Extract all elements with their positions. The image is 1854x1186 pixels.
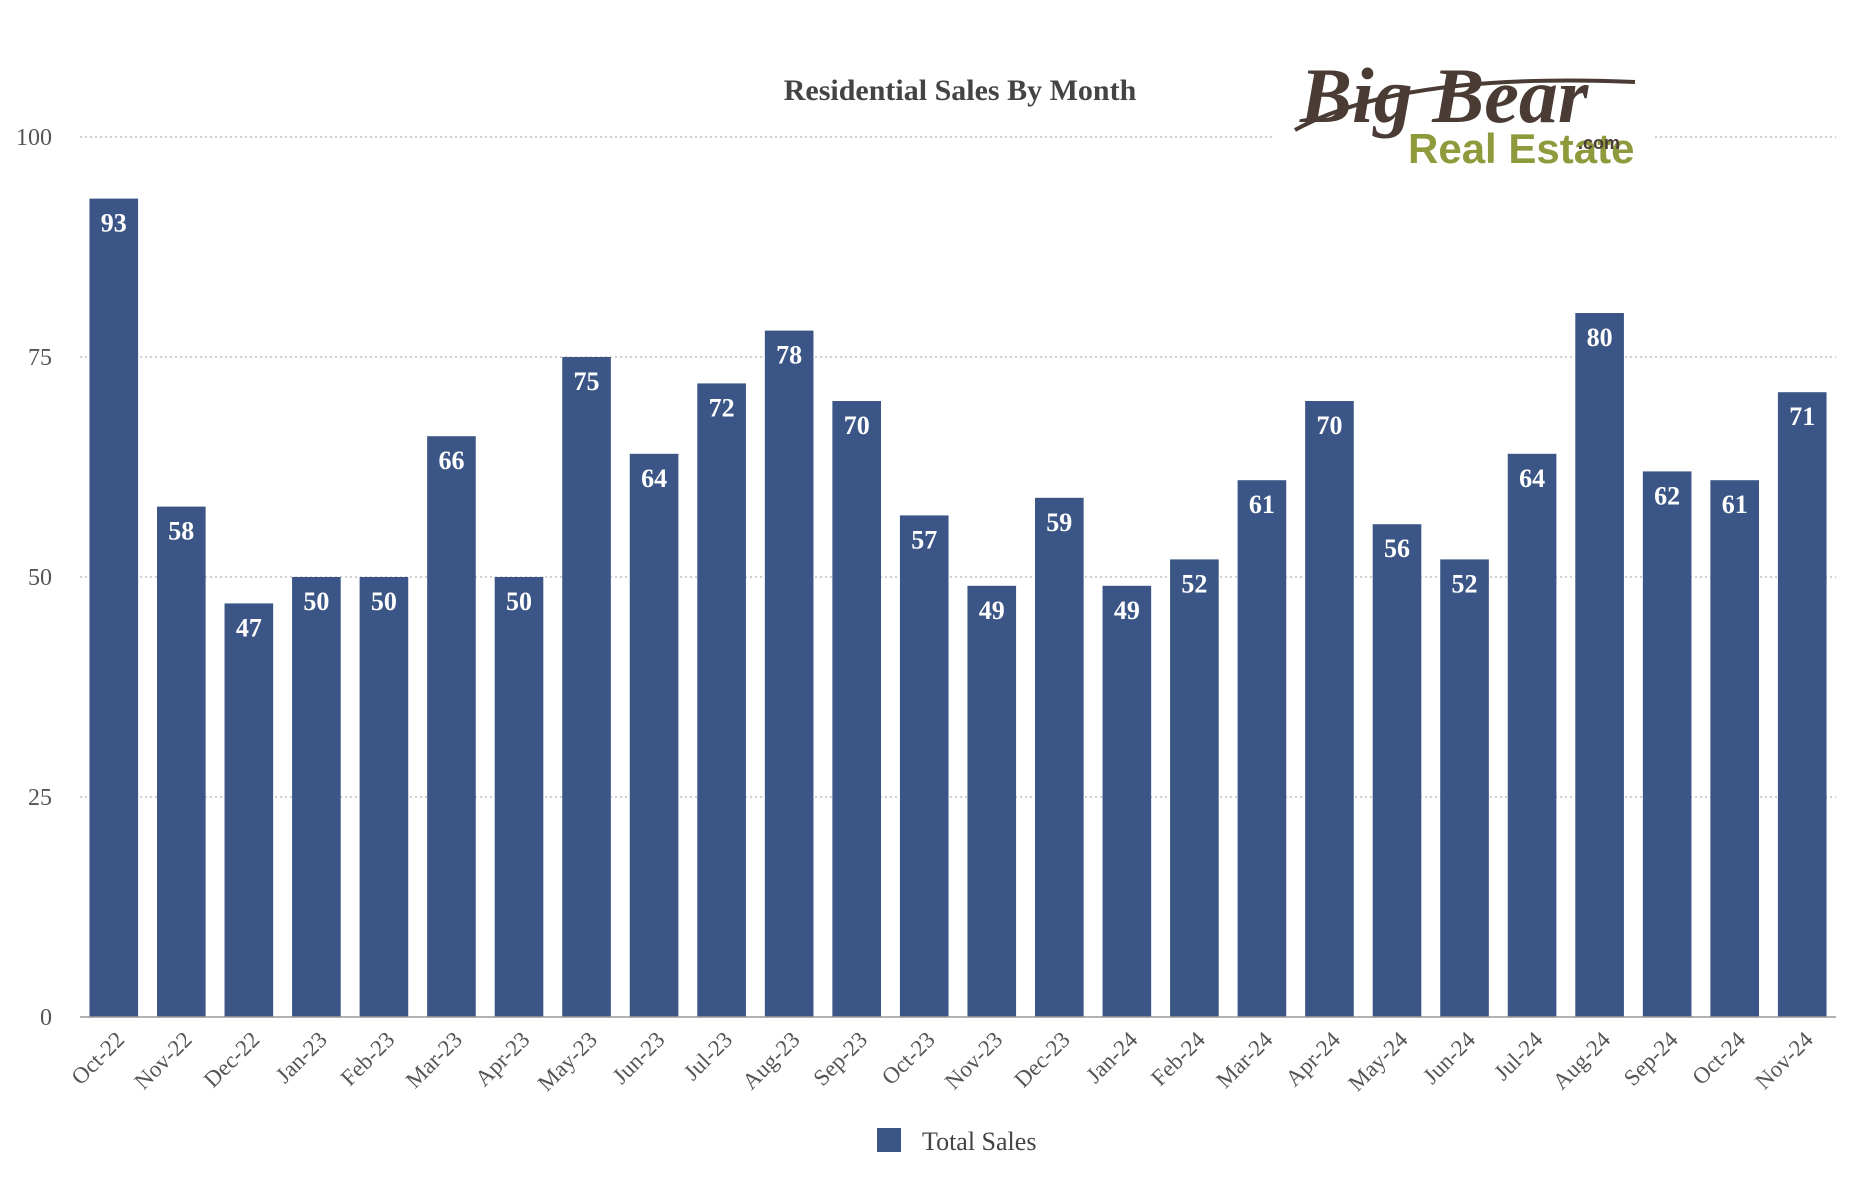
x-tick-label: Jan-24: [1081, 1027, 1142, 1088]
legend: Total Sales: [877, 1127, 1036, 1156]
logo-real-estate-text: Real Estate: [1408, 125, 1634, 172]
bar-data-label: 47: [236, 613, 262, 642]
y-tick-label: 100: [16, 125, 52, 151]
bar-data-label: 50: [371, 587, 397, 616]
bar: [427, 436, 476, 1017]
bar-data-label: 49: [1114, 596, 1140, 625]
bar: [899, 515, 949, 1017]
x-tick-label: Oct-24: [1687, 1027, 1750, 1090]
x-tick-label: Feb-24: [1146, 1027, 1210, 1091]
bar-data-label: 59: [1046, 508, 1072, 537]
y-axis: 0 25 50 75 100: [16, 125, 52, 1031]
bar: [629, 453, 679, 1017]
bar: [967, 585, 1017, 1017]
bar-data-label: 52: [1181, 569, 1207, 598]
bar: [1642, 471, 1692, 1017]
logo: Big Bear Real Estate .com: [1275, 52, 1655, 172]
bar: [292, 577, 341, 1017]
chart-title: Residential Sales By Month: [784, 74, 1137, 107]
logo-dotcom-text: .com: [1578, 133, 1620, 153]
bar: [832, 401, 882, 1017]
bar: [1507, 453, 1557, 1017]
x-tick-label: Dec-22: [199, 1027, 265, 1093]
bar-data-label: 50: [506, 587, 532, 616]
bar-data-label: 78: [776, 341, 802, 370]
bar: [562, 357, 611, 1017]
bar-data-label: 70: [844, 411, 870, 440]
bar-data-label: 61: [1249, 490, 1275, 519]
bar: [1305, 401, 1354, 1017]
x-tick-label: May-24: [1343, 1027, 1413, 1097]
x-axis: Oct-22 Nov-22 Dec-22 Jan-23 Feb-23 Mar-23 Apr-…: [66, 1027, 1818, 1097]
x-tick-label: Apr-24: [1281, 1027, 1346, 1092]
x-tick-label: Jul-24: [1489, 1027, 1548, 1086]
x-tick-label: Oct-22: [66, 1027, 129, 1090]
bars: 93 58 47 50 50 66 50 75 64 72 78 70 57 49 59 49 52 61 70 56…: [89, 198, 1827, 1018]
bar: [764, 330, 814, 1018]
bar: [1170, 559, 1219, 1017]
x-tick-label: Mar-24: [1211, 1027, 1277, 1093]
bar-data-label: 80: [1587, 323, 1613, 352]
x-tick-label: Aug-24: [1548, 1027, 1616, 1095]
y-tick-label: 75: [28, 345, 52, 371]
bar-data-label: 62: [1654, 481, 1680, 510]
x-tick-label: Sep-24: [1619, 1027, 1683, 1091]
x-tick-label: Jul-23: [679, 1027, 737, 1085]
y-tick-label: 50: [28, 565, 52, 591]
bar: [1440, 559, 1489, 1017]
legend-swatch: [877, 1128, 901, 1152]
bar: [1034, 497, 1084, 1017]
x-tick-label: Nov-24: [1750, 1027, 1818, 1095]
x-tick-label: Aug-23: [737, 1027, 804, 1094]
y-tick-label: 25: [28, 785, 52, 811]
x-tick-label: Jan-23: [271, 1027, 332, 1088]
x-tick-label: Jun-24: [1418, 1027, 1480, 1089]
bar-data-label: 52: [1452, 569, 1478, 598]
bar-data-label: 75: [574, 367, 600, 396]
bar-data-label: 72: [709, 393, 735, 422]
bar: [224, 603, 274, 1017]
bar: [1372, 524, 1422, 1017]
bar: [89, 198, 139, 1018]
bar: [1237, 480, 1287, 1017]
x-tick-label: Sep-23: [808, 1027, 872, 1091]
bar: [1102, 585, 1152, 1017]
x-tick-label: May-23: [533, 1027, 602, 1096]
bar-data-label: 70: [1316, 411, 1342, 440]
x-tick-label: Apr-23: [470, 1027, 534, 1091]
y-tick-label: 0: [40, 1005, 52, 1031]
bar-data-label: 93: [101, 209, 127, 238]
bar: [1575, 313, 1624, 1017]
x-tick-label: Oct-23: [877, 1027, 940, 1090]
gridlines: [80, 136, 1836, 798]
bar: [1777, 392, 1827, 1017]
bar-data-label: 71: [1789, 402, 1815, 431]
bar: [156, 506, 206, 1017]
legend-label: Total Sales: [922, 1127, 1036, 1156]
bar-data-label: 64: [1519, 464, 1545, 493]
bar: [697, 383, 746, 1017]
bar-data-label: 49: [979, 596, 1005, 625]
x-tick-label: Jun-23: [608, 1027, 670, 1089]
bar-data-label: 57: [911, 525, 937, 554]
x-tick-label: Mar-23: [401, 1027, 467, 1093]
bar-data-label: 56: [1384, 534, 1410, 563]
x-tick-label: Feb-23: [336, 1027, 400, 1091]
bar: [1710, 480, 1760, 1017]
bar-data-label: 50: [303, 587, 329, 616]
logo-swoosh: [1294, 78, 1636, 132]
logo-big-bear-text: Big Bear: [1299, 52, 1589, 139]
x-tick-label: Nov-23: [940, 1027, 1007, 1094]
bar-data-label: 61: [1722, 490, 1748, 519]
bar: [359, 577, 409, 1017]
bar-data-label: 66: [438, 446, 464, 475]
bar: [494, 577, 544, 1017]
x-tick-label: Nov-22: [129, 1027, 196, 1094]
x-tick-label: Dec-23: [1009, 1027, 1075, 1093]
bar-data-label: 64: [641, 464, 667, 493]
bar-data-label: 58: [168, 517, 194, 546]
